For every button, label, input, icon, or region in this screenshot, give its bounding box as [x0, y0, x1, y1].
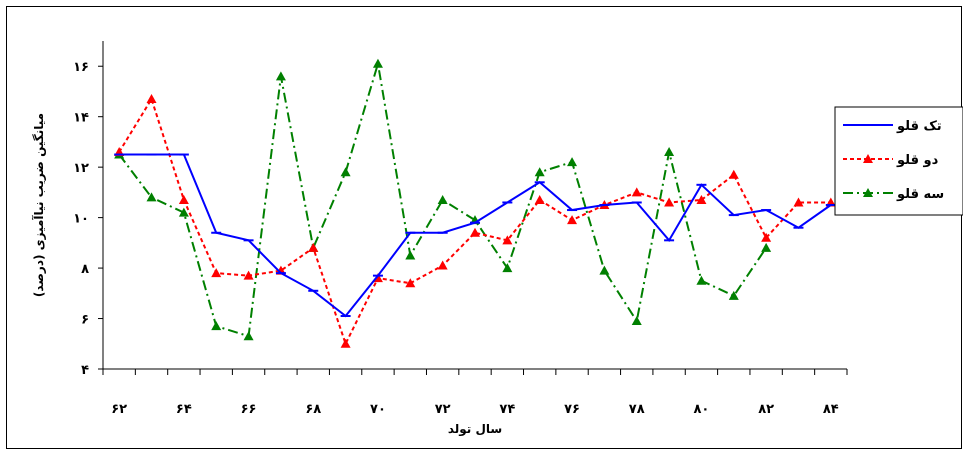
data-point — [534, 194, 545, 204]
data-point — [340, 338, 351, 348]
y-tick-label: ۱۴ — [73, 111, 89, 126]
data-point — [664, 197, 675, 207]
legend-label: دو قلو — [896, 153, 939, 168]
data-point — [437, 194, 448, 204]
data-point — [761, 242, 772, 252]
data-point — [470, 227, 480, 237]
x-tick-label: ۷۶ — [564, 402, 580, 417]
y-tick-label: ۴ — [81, 363, 89, 378]
data-point — [502, 235, 513, 245]
y-tick-label: ۸ — [81, 262, 89, 277]
data-point — [728, 290, 739, 300]
data-point — [243, 270, 254, 280]
x-tick-label: ۸۲ — [758, 402, 774, 417]
data-point — [405, 250, 416, 260]
data-point — [340, 167, 351, 177]
data-point — [567, 157, 578, 167]
data-point — [211, 321, 222, 331]
data-point — [372, 58, 383, 68]
data-point — [534, 167, 545, 177]
data-point — [146, 192, 157, 202]
x-tick-label: ۸۴ — [823, 402, 839, 417]
data-point — [308, 242, 319, 252]
y-tick-label: ۱۲ — [73, 161, 89, 176]
x-tick-label: ۶۴ — [176, 402, 192, 417]
data-point — [631, 187, 642, 197]
data-point — [599, 265, 610, 275]
data-point — [863, 188, 873, 197]
data-point — [405, 278, 416, 288]
series-0 — [114, 153, 836, 318]
x-tick-label: ۶۶ — [241, 402, 257, 417]
data-point — [146, 94, 157, 104]
series-line — [118, 96, 831, 347]
series-2 — [114, 58, 772, 341]
chart-frame: ۴ ۶ ۸ ۱۰ ۱۲ ۱۴ ۱۶ ۶۲ ۶۴ ۶۶ ۶۸ ۷۰ ۷۲ ۷۴ ۷۶ ۷۸ ۸۰ ۸۲ ۸۴ تک ق… — [6, 6, 963, 449]
data-point — [243, 331, 254, 341]
data-point — [696, 275, 707, 285]
data-point — [275, 71, 286, 81]
data-point — [437, 260, 448, 270]
x-tick-label: ۷۴ — [499, 402, 515, 417]
x-tick-label: ۷۸ — [629, 402, 645, 417]
data-point — [696, 194, 707, 204]
x-tick-label: ۷۰ — [370, 402, 386, 417]
series-1 — [114, 94, 836, 348]
data-point — [211, 268, 222, 278]
y-tick-label: ۱۰ — [73, 212, 89, 227]
y-axis-title: میانگین ضریب نیاآمیزی (درصد) — [31, 113, 46, 297]
x-tick-label: ۷۲ — [435, 402, 451, 417]
x-tick-label: ۶۸ — [305, 402, 321, 417]
data-point — [178, 207, 189, 217]
y-tick-label: ۶ — [81, 313, 89, 328]
data-point — [664, 147, 675, 157]
x-tick-label: ۸۰ — [693, 402, 709, 417]
data-point — [631, 316, 642, 326]
data-point — [863, 154, 873, 163]
data-point — [178, 194, 189, 204]
data-point — [761, 232, 772, 242]
data-point — [567, 215, 578, 225]
data-point — [728, 169, 739, 179]
y-tick-label: ۱۶ — [73, 60, 89, 75]
legend-label: تک قلو — [896, 119, 942, 134]
legend-label: سه قلو — [896, 187, 944, 202]
legend: تک قلو دو قلو سه قلو — [834, 106, 963, 216]
x-tick-label: ۶۲ — [111, 402, 127, 417]
series-layer — [114, 58, 836, 348]
x-axis-title: سال تولد — [448, 422, 502, 437]
data-point — [502, 263, 513, 273]
data-point — [793, 197, 804, 207]
